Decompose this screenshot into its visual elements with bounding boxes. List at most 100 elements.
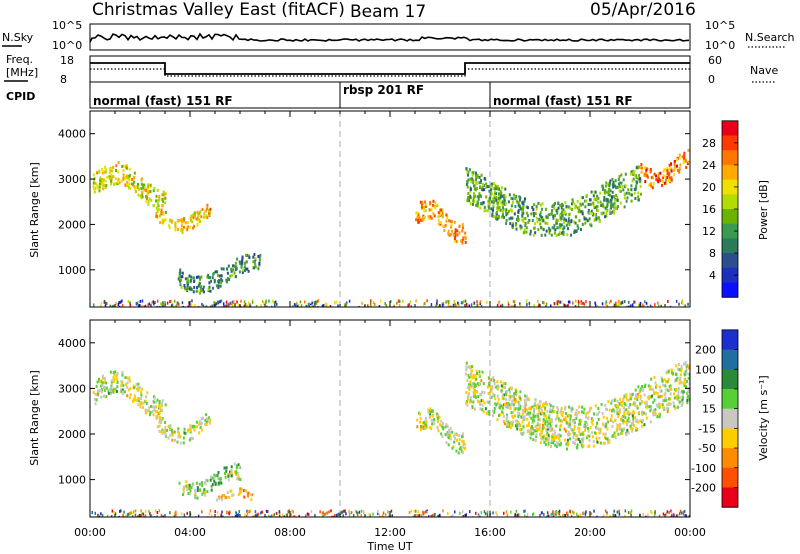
power-data-point <box>425 203 428 207</box>
power-data-point <box>638 177 641 181</box>
power-clutter-point <box>617 303 620 306</box>
power-clutter-point <box>378 304 381 307</box>
power-data-point <box>567 219 570 223</box>
power-data-point <box>582 196 584 200</box>
velocity-data-point <box>158 411 161 415</box>
power-data-point <box>501 200 504 204</box>
velocity-data-point <box>440 432 443 436</box>
power-data-point <box>637 198 640 202</box>
power-data-point <box>92 181 95 185</box>
velocity-data-point <box>503 422 506 426</box>
velocity-data-point <box>666 407 669 411</box>
power-data-point <box>177 219 180 223</box>
velocity-data-point <box>522 425 525 429</box>
power-clutter-point <box>398 304 401 307</box>
power-clutter-point <box>525 299 528 303</box>
velocity-data-point <box>128 379 131 383</box>
velocity-clutter-point <box>278 515 281 517</box>
velocity-data-point <box>101 376 104 380</box>
velocity-clutter-point <box>140 509 142 513</box>
velocity-clutter-point <box>246 515 248 517</box>
velocity-clutter-point <box>624 514 626 517</box>
velocity-data-point <box>447 430 450 434</box>
velocity-data-point <box>504 382 507 386</box>
power-data-point <box>205 215 208 219</box>
power-data-point <box>670 178 673 182</box>
velocity-data-point <box>419 412 422 416</box>
velocity-data-point <box>224 471 226 475</box>
power-data-point <box>156 202 159 206</box>
velocity-clutter-point <box>324 512 326 516</box>
power-y-tick-label: 4000 <box>58 128 86 141</box>
velocity-data-point <box>190 425 193 429</box>
power-data-point <box>142 186 145 190</box>
power-data-point <box>505 213 508 217</box>
velocity-clutter-point <box>244 513 246 517</box>
power-clutter-point <box>317 299 320 303</box>
velocity-data-point <box>549 426 552 430</box>
power-data-point <box>252 255 255 259</box>
velocity-clutter-point <box>126 513 129 517</box>
power-data-point <box>550 211 553 215</box>
power-data-point <box>577 226 580 230</box>
velocity-data-point <box>637 385 640 389</box>
power-data-point <box>126 180 129 184</box>
velocity-data-point <box>519 390 522 394</box>
velocity-data-point <box>475 395 478 399</box>
velocity-data-point <box>628 420 631 424</box>
power-data-point <box>475 186 478 190</box>
velocity-data-point <box>649 385 652 389</box>
velocity-clutter-point <box>100 512 102 516</box>
power-data-point <box>519 224 522 228</box>
velocity-data-point <box>465 365 468 369</box>
power-clutter-point <box>513 305 515 307</box>
velocity-data-point <box>507 423 510 427</box>
power-clutter-point <box>173 299 176 303</box>
velocity-clutter-point <box>558 509 561 513</box>
power-data-point <box>453 239 456 243</box>
velocity-data-point <box>546 409 549 413</box>
velocity-data-point <box>110 382 113 386</box>
power-data-point <box>169 218 172 222</box>
power-data-point <box>441 208 444 212</box>
power-colorbar-segment <box>722 194 738 210</box>
power-data-point <box>613 202 616 206</box>
power-data-point <box>606 197 608 201</box>
power-data-point <box>465 183 468 186</box>
velocity-data-point <box>512 415 515 418</box>
velocity-data-point <box>533 407 536 411</box>
velocity-data-point <box>468 375 471 379</box>
velocity-clutter-point <box>666 510 669 514</box>
velocity-data-point <box>419 416 422 420</box>
power-clutter-point <box>322 304 325 307</box>
power-data-point <box>541 207 543 211</box>
power-clutter-point <box>136 302 138 306</box>
power-data-point <box>495 212 498 216</box>
velocity-data-point <box>539 441 542 445</box>
velocity-data-point <box>107 391 110 395</box>
velocity-data-point <box>597 407 600 410</box>
velocity-data-point <box>597 412 599 416</box>
velocity-data-point <box>613 399 616 402</box>
power-data-point <box>444 223 447 227</box>
velocity-data-point <box>546 433 549 437</box>
velocity-data-point <box>518 412 521 416</box>
power-data-point <box>551 226 554 230</box>
velocity-data-point <box>539 400 542 404</box>
velocity-clutter-point <box>271 514 273 517</box>
velocity-clutter-point <box>142 512 145 516</box>
power-data-point <box>217 280 220 284</box>
power-data-point <box>598 219 601 223</box>
velocity-clutter-point <box>524 514 526 517</box>
power-data-point <box>597 200 600 204</box>
power-data-point <box>92 173 95 177</box>
power-data-point <box>511 224 514 228</box>
power-data-point <box>576 206 579 210</box>
velocity-data-point <box>525 395 528 399</box>
power-data-point <box>621 185 624 189</box>
power-clutter-point <box>577 302 580 306</box>
power-data-point <box>496 210 498 214</box>
velocity-data-point <box>598 427 600 431</box>
power-clutter-point <box>476 303 479 307</box>
velocity-data-point <box>563 418 566 421</box>
